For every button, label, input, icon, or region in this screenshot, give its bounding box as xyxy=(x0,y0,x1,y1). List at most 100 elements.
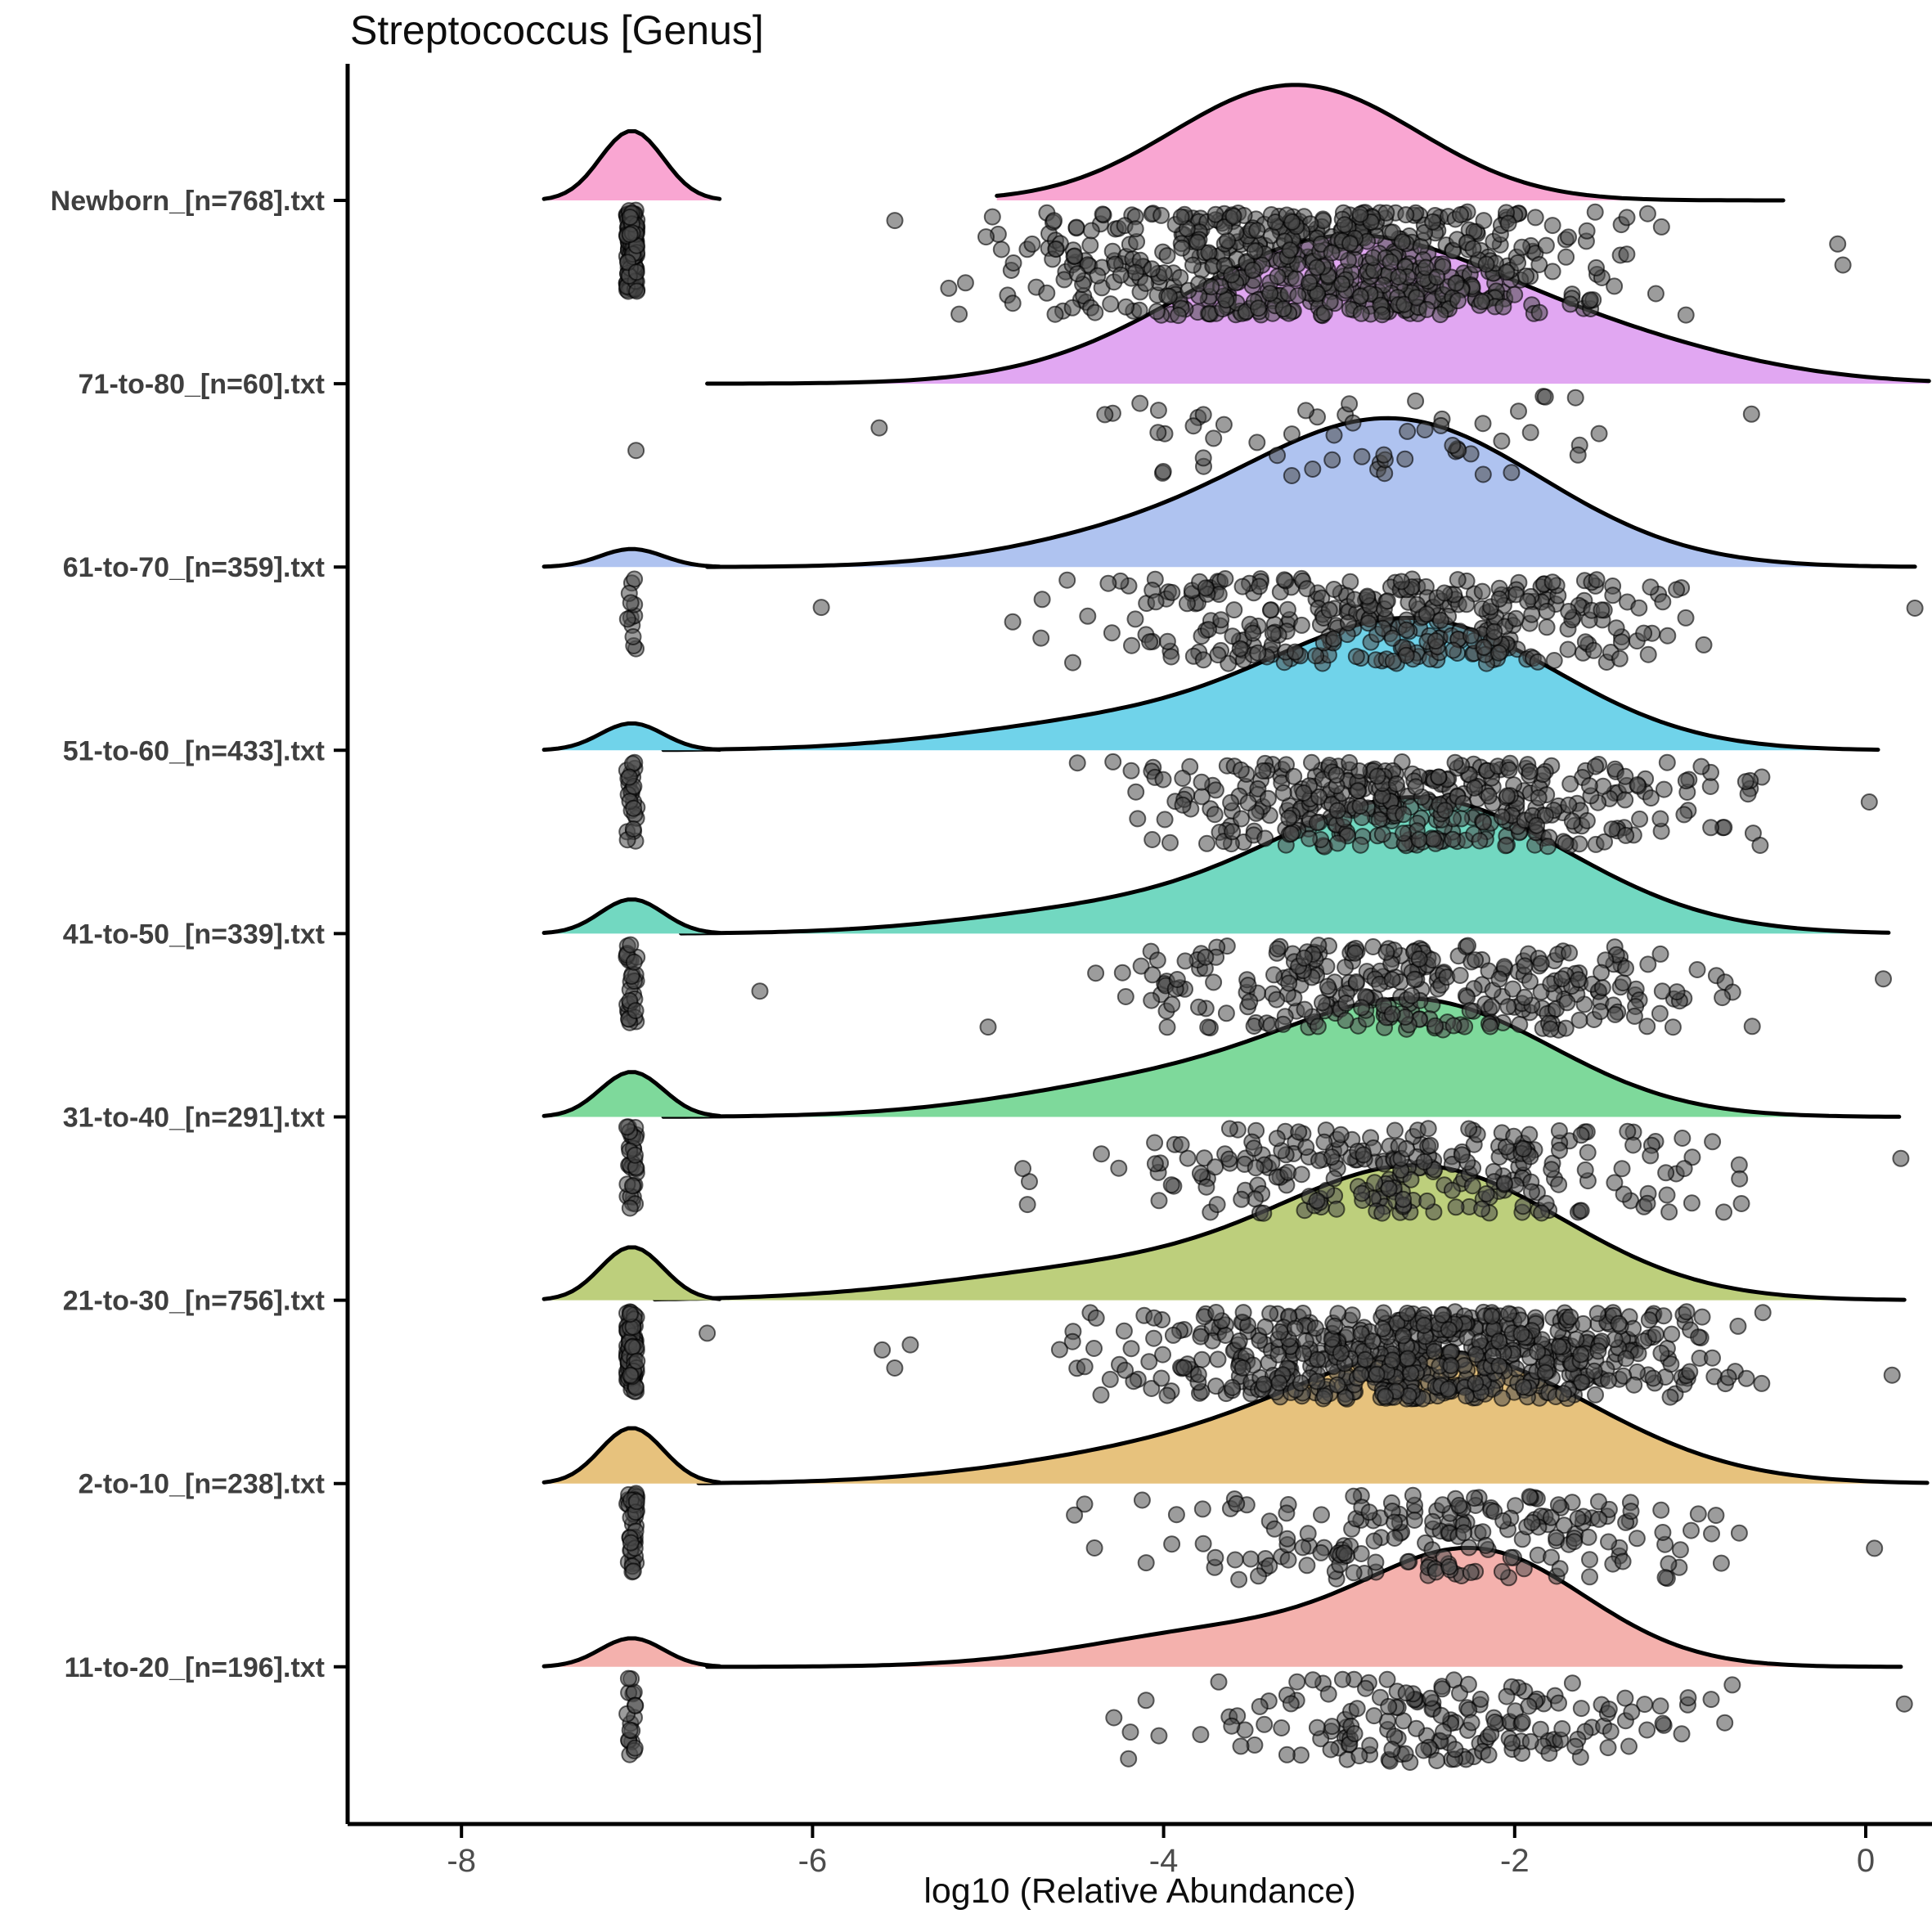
data-point xyxy=(1431,611,1449,629)
data-point xyxy=(1149,402,1167,420)
data-point xyxy=(1447,274,1465,292)
data-point xyxy=(1679,1689,1697,1707)
data-point xyxy=(1471,1690,1489,1708)
data-point xyxy=(886,1359,904,1377)
data-point xyxy=(1600,1701,1618,1719)
data-point xyxy=(1220,1120,1238,1138)
data-point xyxy=(1188,233,1206,251)
data-point xyxy=(1296,949,1313,967)
data-point xyxy=(1567,1331,1585,1348)
data-point xyxy=(1611,649,1629,667)
data-point xyxy=(1498,1687,1516,1705)
data-point xyxy=(1323,1718,1341,1736)
data-point xyxy=(1895,1695,1913,1713)
data-point xyxy=(1683,1194,1701,1212)
data-point xyxy=(622,1534,640,1552)
zero-spike-fill xyxy=(544,1247,720,1301)
data-point xyxy=(1328,766,1346,784)
data-point xyxy=(1514,1197,1532,1215)
data-point xyxy=(1323,244,1341,262)
data-point xyxy=(1193,1500,1211,1518)
data-point xyxy=(1269,447,1286,465)
data-point xyxy=(1704,1133,1722,1151)
data-point xyxy=(1729,1317,1747,1335)
data-point xyxy=(1163,1535,1181,1553)
data-point xyxy=(1586,203,1604,221)
data-point xyxy=(1493,432,1511,450)
data-point xyxy=(1004,613,1022,631)
data-point xyxy=(1671,1541,1689,1559)
data-point xyxy=(1467,1346,1485,1364)
data-point xyxy=(1351,836,1369,854)
data-point xyxy=(1599,1739,1617,1757)
data-point xyxy=(1081,236,1099,254)
data-point xyxy=(1297,1139,1315,1157)
data-point xyxy=(1321,293,1339,311)
data-point xyxy=(1248,222,1266,240)
data-point xyxy=(1549,1496,1567,1514)
data-point xyxy=(1274,784,1292,802)
data-point xyxy=(1223,1717,1241,1735)
data-point xyxy=(1462,1714,1480,1732)
data-point xyxy=(621,1305,639,1323)
data-point xyxy=(1079,607,1097,625)
data-point xyxy=(1751,837,1769,854)
zero-spike-outline xyxy=(541,1245,722,1301)
data-point xyxy=(1513,238,1531,256)
data-point xyxy=(1224,1378,1242,1396)
data-point xyxy=(1023,235,1041,253)
data-point xyxy=(1032,629,1050,647)
data-point xyxy=(1730,1524,1748,1542)
zero-spike-fill xyxy=(544,1638,720,1667)
data-point xyxy=(1590,425,1608,443)
data-point xyxy=(1308,814,1326,832)
data-point xyxy=(1387,775,1405,793)
chart-title: Streptococcus [Genus] xyxy=(350,7,764,53)
data-point xyxy=(1528,816,1546,834)
data-point xyxy=(1154,771,1172,789)
zero-spike-fill xyxy=(544,723,720,751)
data-point xyxy=(1576,1161,1594,1179)
data-point xyxy=(1122,762,1140,780)
data-point xyxy=(1655,780,1673,798)
data-point xyxy=(1560,603,1578,620)
data-point xyxy=(1613,1160,1631,1178)
data-point xyxy=(1428,268,1446,286)
data-point xyxy=(1550,1175,1568,1193)
data-point xyxy=(1511,1016,1529,1033)
data-point xyxy=(1467,1374,1485,1392)
data-point xyxy=(1404,1486,1422,1504)
y-axis-label: 51-to-60_[n=433].txt xyxy=(63,735,325,766)
data-point xyxy=(1205,973,1223,991)
x-axis-tick-label: 0 xyxy=(1857,1843,1875,1879)
data-point xyxy=(1480,1746,1498,1764)
data-point xyxy=(1673,1725,1691,1743)
data-point xyxy=(1341,753,1359,771)
data-point xyxy=(1521,973,1539,991)
data-point xyxy=(1530,303,1548,321)
data-point xyxy=(1308,1373,1326,1391)
data-point xyxy=(1288,1673,1306,1691)
data-point xyxy=(1618,209,1636,227)
data-point xyxy=(1333,1670,1351,1688)
data-point xyxy=(1592,1003,1610,1021)
data-point xyxy=(1652,218,1670,236)
data-point xyxy=(1660,1203,1678,1221)
data-point xyxy=(1654,593,1672,611)
data-point xyxy=(1085,1539,1103,1557)
data-point xyxy=(1515,1560,1533,1578)
data-point xyxy=(1452,206,1469,223)
data-point xyxy=(1531,1720,1549,1738)
data-point xyxy=(1249,299,1267,317)
data-point xyxy=(1359,587,1377,605)
data-point xyxy=(1704,1349,1721,1367)
data-point xyxy=(1620,1737,1638,1755)
data-point xyxy=(1657,1164,1675,1182)
data-point xyxy=(1402,1364,1420,1382)
data-point xyxy=(1543,1548,1560,1566)
data-point xyxy=(1322,1741,1340,1759)
data-point xyxy=(1283,213,1301,231)
x-axis-tick-label: -6 xyxy=(798,1843,828,1879)
data-point xyxy=(1498,787,1516,805)
data-point xyxy=(1239,794,1257,811)
